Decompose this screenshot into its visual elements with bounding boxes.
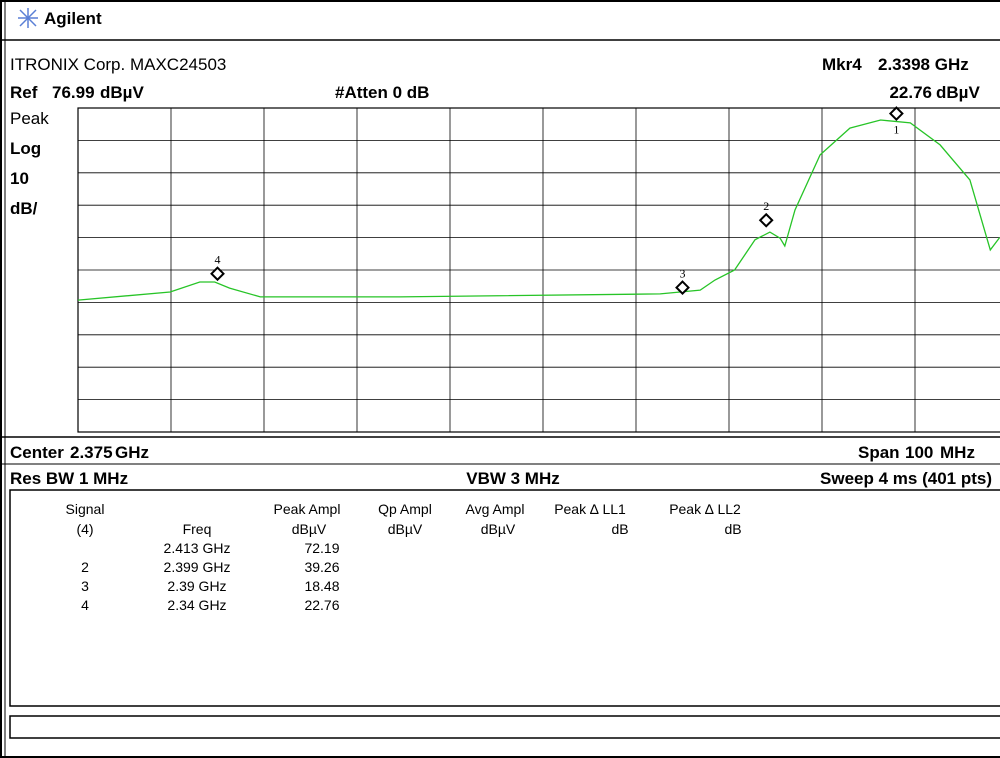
table-unit: dBµV [388,521,423,537]
trace [77,119,1000,301]
marker-label: 1 [893,123,899,137]
table-cell: 22.76 [304,597,339,613]
marker-label: 3 [680,267,686,281]
marker-label: 4 [215,253,221,267]
table-unit: dBµV [481,521,516,537]
vbw: VBW 3 MHz [466,469,560,488]
marker [758,212,774,228]
table-header: Qp Ampl [378,501,432,517]
graticule [77,107,1000,433]
ref-value: 76.99 [52,83,95,102]
table-cell: 2.399 GHz [164,559,231,575]
span-unit: MHz [940,443,975,462]
table-header: Signal [66,501,105,517]
marker-label: 2 [763,199,769,213]
table-cell: 2.34 GHz [167,597,226,613]
table-cell: 2 [81,559,89,575]
center-label: Center [10,443,64,462]
table-cell: 18.48 [304,578,339,594]
table-unit: dB [611,521,628,537]
plot: 1 2 3 4 [77,106,1000,301]
table-cell: 3 [81,578,89,594]
table-cell: 4 [81,597,89,613]
marker-readout-freq: 2.3398 GHz [878,55,969,74]
center-value: 2.375 [70,443,113,462]
marker [675,280,690,295]
table-cell: 2.39 GHz [167,578,226,594]
table-header: Peak Ampl [274,501,341,517]
table-header: Peak ∆ LL2 [669,501,741,517]
span-label: Span [858,443,900,462]
table-header: Peak ∆ LL1 [554,501,626,517]
atten: #Atten 0 dB [335,83,429,102]
table-box [9,489,1000,707]
table-cell: 2.413 GHz [164,540,231,556]
brand: Agilent [44,9,102,28]
span-value: 100 [905,443,933,462]
logo [18,8,38,28]
table-header: Avg Ampl [466,501,525,517]
scale-unit: dB/ [10,199,38,218]
sweep: Sweep 4 ms (401 pts) [820,469,992,488]
marker [210,266,225,282]
scale-div: 10 [10,169,29,188]
table-unit: Freq [183,521,212,537]
marker-readout-unit: dBµV [936,83,980,102]
marker-readout-level: 22.76 [889,83,932,102]
center-unit: GHz [115,443,149,462]
res-bw: Res BW 1 MHz [10,469,128,488]
ref-unit: dBµV [100,83,144,102]
table-unit: dB [724,521,741,537]
table-cell: 72.19 [304,540,339,556]
ref-label: Ref [10,83,38,102]
table-cell: 39.26 [304,559,339,575]
mode: Peak [10,109,49,128]
table-unit: dBµV [292,521,327,537]
input-box [9,715,1000,739]
marker [888,106,904,121]
table: Signal Peak Ampl Qp Ampl Avg Ampl Peak ∆ LL1… [66,501,742,613]
scale-type: Log [10,139,41,158]
table-unit: (4) [76,521,93,537]
device: ITRONIX Corp. MAXC24503 [10,55,226,74]
marker-readout-label: Mkr4 [822,55,862,74]
